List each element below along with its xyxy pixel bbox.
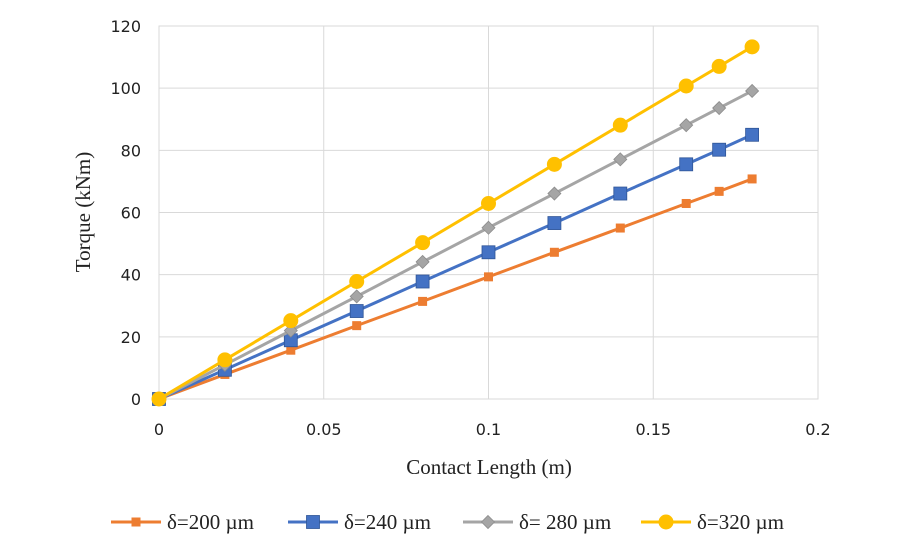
legend-label: δ=320 µm [697, 510, 784, 534]
x-tick-label: 0.05 [306, 420, 342, 439]
data-point [547, 186, 562, 201]
legend-marker [480, 514, 496, 530]
legend-marker [306, 515, 320, 529]
series-line [158, 177, 753, 401]
data-point [681, 198, 691, 208]
data-point [547, 216, 562, 230]
y-tick-label: 120 [110, 17, 141, 36]
legend-label: δ=200 µm [167, 510, 254, 534]
series-line [158, 45, 753, 401]
data-point [217, 352, 233, 368]
x-axis-title: Contact Length (m) [406, 455, 572, 479]
legend-item-3: δ= 280 µm [463, 510, 611, 534]
legend: δ=200 µm δ=240 µm δ= 280 µm δ=320 µm [111, 510, 784, 534]
legend-marker [131, 517, 141, 527]
data-point [484, 272, 493, 282]
data-point [747, 174, 757, 184]
data-point [415, 274, 430, 289]
data-point [549, 247, 559, 257]
legend-label: δ=240 µm [344, 510, 431, 534]
data-point [678, 78, 694, 94]
legend-marker [658, 514, 674, 530]
x-tick-label: 0.2 [805, 420, 830, 439]
data-point [745, 83, 760, 99]
axes: 0 20 40 60 80 100 120 0 0.05 0.1 0.15 0.2 [110, 17, 830, 439]
series-4 [151, 39, 760, 407]
y-axis-title: Torque (kNm) [71, 152, 95, 272]
data-point [711, 58, 727, 74]
data-point [349, 274, 365, 290]
legend-item-2: δ=240 µm [288, 510, 431, 534]
data-point [745, 127, 759, 142]
data-point [613, 186, 628, 201]
data-point [415, 235, 431, 251]
y-tick-label: 80 [121, 141, 141, 160]
y-tick-label: 20 [121, 328, 141, 347]
data-point [349, 289, 364, 304]
y-tick-label: 100 [110, 79, 141, 98]
x-tick-label: 0 [154, 420, 164, 439]
data-point [418, 296, 428, 306]
data-point [352, 321, 362, 331]
x-tick-label: 0.15 [635, 420, 671, 439]
gridlines [158, 25, 819, 400]
legend-label: δ= 280 µm [519, 510, 611, 534]
y-tick-label: 0 [131, 390, 141, 409]
data-point [679, 118, 694, 133]
data-point [415, 254, 430, 269]
legend-item-1: δ=200 µm [111, 510, 254, 534]
data-point [481, 220, 496, 235]
data-point [744, 39, 760, 55]
data-point [286, 345, 296, 355]
y-tick-label: 60 [121, 204, 141, 223]
legend-item-4: δ=320 µm [641, 510, 784, 534]
series-line [158, 133, 753, 401]
data-point [349, 304, 364, 318]
data-point [481, 195, 496, 211]
data-point [151, 391, 167, 407]
data-point [481, 245, 496, 260]
data-point [546, 156, 562, 172]
data-point [712, 142, 727, 157]
data-point [714, 186, 724, 196]
data-point [612, 117, 628, 133]
y-tick-label: 40 [121, 266, 141, 285]
series-1 [154, 174, 757, 404]
series-line [158, 89, 753, 401]
data-point [613, 152, 628, 167]
data-point [679, 157, 694, 172]
series-2 [152, 127, 759, 406]
series-3 [151, 83, 760, 407]
series-group [151, 39, 760, 407]
data-point [283, 313, 299, 329]
data-point [615, 223, 625, 233]
data-point [712, 100, 727, 116]
x-tick-label: 0.1 [476, 420, 501, 439]
